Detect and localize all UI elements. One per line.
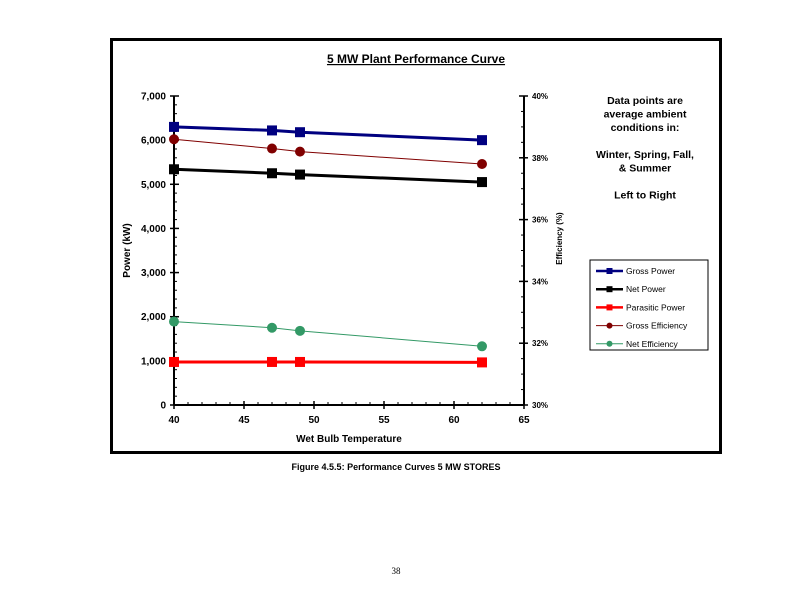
chart-title: 5 MW Plant Performance Curve: [327, 52, 505, 66]
data-point: [477, 177, 487, 188]
y-tick-label: 2,000: [141, 312, 166, 323]
y-tick-label: 6,000: [141, 136, 166, 147]
y2-tick-label: 30%: [532, 401, 548, 410]
y-tick-label: 0: [160, 401, 166, 412]
legend: Gross Power Net Power Parasitic Power Gross…: [589, 259, 709, 351]
data-point: [295, 127, 305, 138]
y-tick-label: 3,000: [141, 268, 166, 279]
y-tick-label: 1,000: [141, 356, 166, 367]
data-point: [477, 135, 487, 146]
data-point: [169, 134, 179, 145]
data-point: [295, 356, 305, 367]
annotation-line: Winter, Spring, Fall,: [596, 149, 694, 161]
annotation-line: conditions in:: [611, 122, 680, 134]
data-point: [477, 357, 487, 368]
x-axis-label: Wet Bulb Temperature: [296, 434, 402, 445]
y2-tick-label: 38%: [532, 154, 548, 163]
data-point: [169, 316, 179, 327]
data-point: [267, 143, 277, 154]
annotation-line: Left to Right: [614, 190, 676, 202]
data-point: [169, 164, 179, 175]
series-line: [173, 125, 483, 142]
y2-axis-label: Efficiency (%): [555, 212, 564, 265]
annotation-line: & Summer: [619, 163, 672, 175]
data-point: [477, 158, 487, 169]
x-tick-label: 40: [168, 415, 180, 426]
series-net-efficiency: [169, 316, 487, 352]
x-tick-label: 50: [308, 415, 320, 426]
data-point: [267, 322, 277, 333]
y-tick-label: 4,000: [141, 224, 166, 235]
chart-frame: 5 MW Plant Performance Curve 0 1,000 2,000 3…: [110, 38, 722, 454]
data-point: [267, 125, 277, 136]
x-tick-label: 60: [448, 415, 460, 426]
legend-label: Gross Efficiency: [626, 321, 688, 331]
series-gross-efficiency: [169, 134, 487, 169]
y-tick-label: 7,000: [141, 92, 166, 103]
series-line: [173, 138, 483, 165]
y2-tick-label: 34%: [532, 277, 548, 286]
x-tick-label: 55: [378, 415, 390, 426]
page-number: 38: [391, 566, 401, 576]
y2-tick-label: 40%: [532, 92, 548, 101]
y-tick-label: 5,000: [141, 180, 166, 191]
legend-swatch-marker: [606, 286, 613, 293]
legend-label: Net Efficiency: [626, 339, 679, 349]
data-point: [267, 356, 277, 367]
legend-label: Gross Power: [626, 266, 675, 276]
series-line: [173, 321, 483, 347]
y-axis-label: Power (kW): [122, 223, 133, 277]
data-point: [169, 356, 179, 367]
annotation-line: Data points are: [607, 95, 683, 107]
legend-swatch-marker: [606, 304, 613, 311]
legend-label: Parasitic Power: [626, 302, 685, 312]
series-gross-power: [169, 121, 487, 146]
data-point: [169, 121, 179, 132]
x-tick-label: 65: [518, 415, 530, 426]
data-point: [267, 168, 277, 179]
figure-caption: Figure 4.5.5: Performance Curves 5 MW ST…: [291, 462, 501, 472]
data-point: [295, 169, 305, 180]
legend-swatch-marker: [606, 322, 613, 329]
data-point: [295, 146, 305, 157]
series-line: [173, 167, 483, 184]
performance-chart: 5 MW Plant Performance Curve 0 1,000 2,000 3…: [110, 38, 722, 454]
legend-swatch-marker: [606, 268, 613, 274]
legend-label: Net Power: [626, 284, 666, 294]
annotation-line: average ambient: [604, 109, 687, 121]
chart-border: [110, 38, 722, 454]
y2-tick-label: 36%: [532, 216, 548, 225]
series-net-power: [169, 164, 487, 188]
x-tick-label: 45: [238, 415, 250, 426]
series-parasitic-power: [169, 356, 487, 368]
data-point: [477, 341, 487, 352]
y2-tick-label: 32%: [532, 339, 548, 348]
data-point: [295, 325, 305, 336]
legend-swatch-marker: [606, 340, 613, 347]
